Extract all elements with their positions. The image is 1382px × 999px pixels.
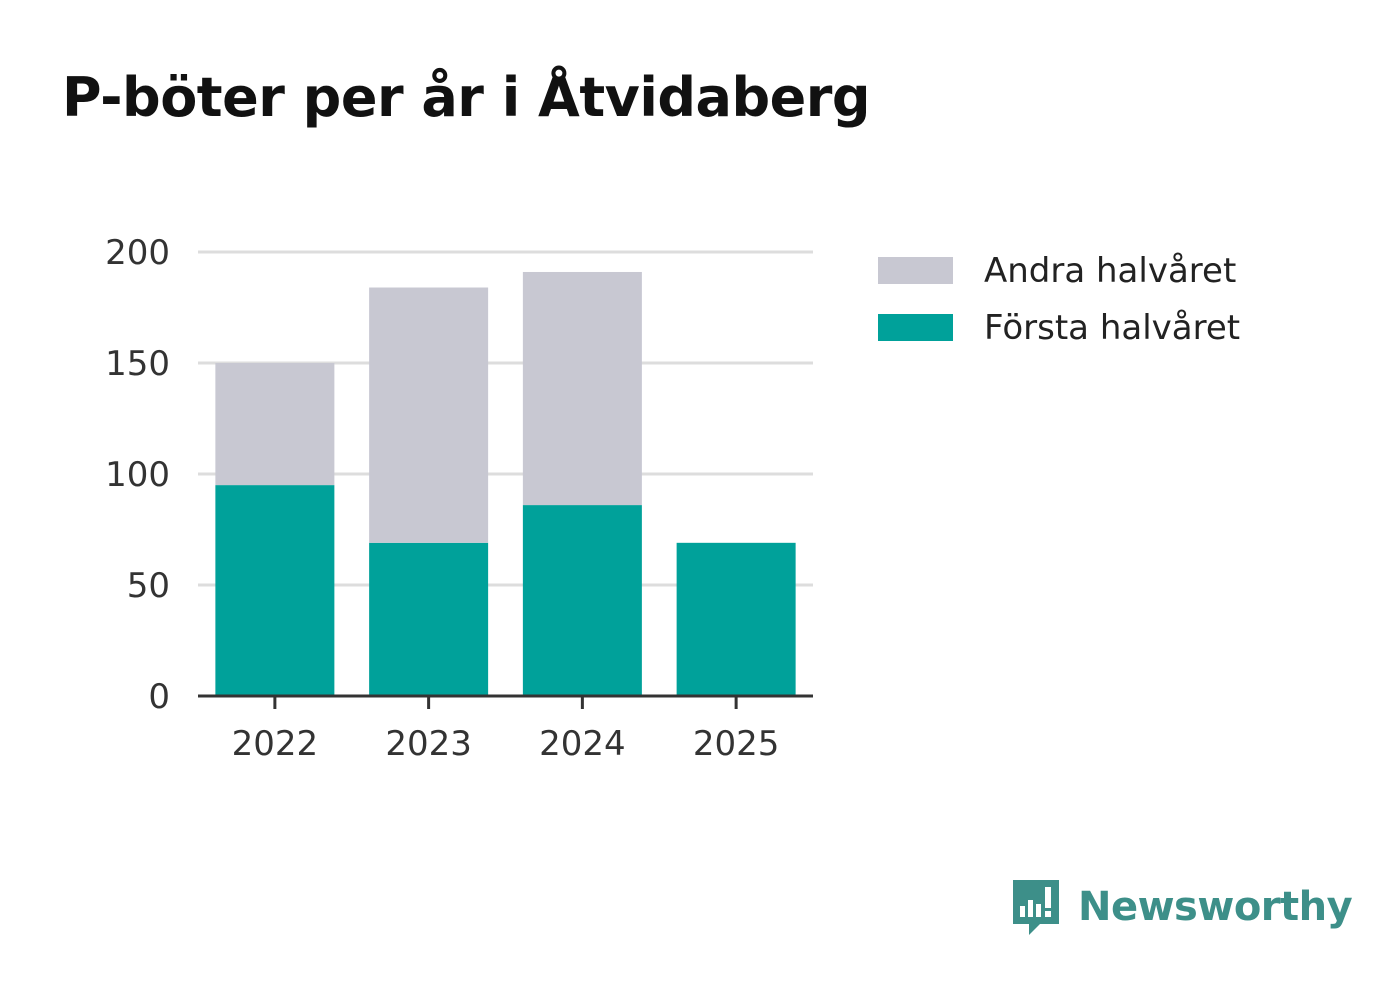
- legend-label: Andra halvåret: [984, 250, 1237, 291]
- legend-swatch: [878, 314, 953, 341]
- newsworthy-logo-icon: [1013, 880, 1059, 935]
- bar-2022-andra: [215, 363, 335, 486]
- chart-title: P-böter per år i Åtvidaberg: [62, 66, 871, 129]
- legend-item-andra: Andra halvåret: [878, 242, 1240, 299]
- legend-label: Första halvåret: [984, 307, 1241, 348]
- brand-name: Newsworthy: [1078, 884, 1353, 930]
- chart-legend: Andra halvåret Första halvåret: [878, 242, 1240, 356]
- x-tick-label-2025: 2025: [693, 724, 780, 764]
- y-tick-label-100: 100: [105, 455, 170, 495]
- legend-item-forsta: Första halvåret: [878, 299, 1240, 356]
- bar-2024-andra: [522, 271, 642, 506]
- bar-2022-forsta: [215, 485, 335, 696]
- bar-2024-forsta: [522, 505, 642, 696]
- bar-2023-forsta: [369, 542, 489, 696]
- bar-2023-andra: [369, 287, 489, 543]
- y-tick-label-150: 150: [105, 344, 170, 384]
- bar-chart: 0 50 100 150 200 2022 2023 2024 2025: [105, 233, 813, 764]
- y-tick-label-0: 0: [148, 677, 170, 717]
- x-tick-label-2024: 2024: [539, 724, 626, 764]
- x-tick-label-2022: 2022: [232, 724, 319, 764]
- x-tick-label-2023: 2023: [385, 724, 472, 764]
- y-tick-label-200: 200: [105, 233, 170, 273]
- y-tick-label-50: 50: [127, 566, 170, 606]
- brand: Newsworthy: [1010, 877, 1353, 937]
- legend-swatch: [878, 257, 953, 284]
- bar-2025-forsta: [676, 542, 796, 696]
